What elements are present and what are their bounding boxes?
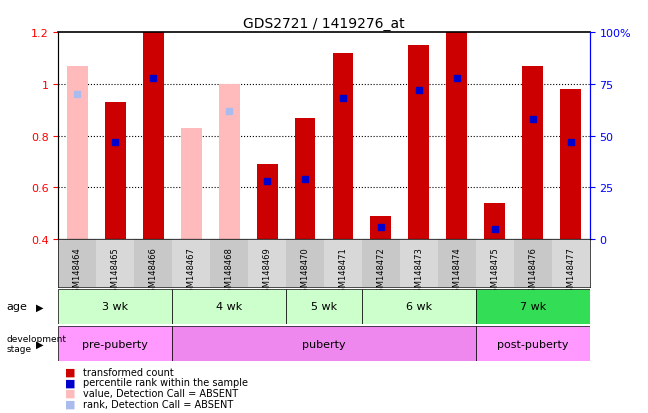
Text: GSM148473: GSM148473: [414, 247, 423, 297]
Bar: [514, 240, 551, 287]
Bar: [522, 66, 543, 240]
Bar: [58, 289, 172, 324]
Bar: [286, 289, 362, 324]
Bar: [58, 240, 97, 287]
Bar: [408, 46, 430, 240]
Text: GSM148474: GSM148474: [452, 247, 461, 297]
Bar: [484, 204, 505, 240]
Bar: [362, 289, 476, 324]
Bar: [438, 240, 476, 287]
Bar: [134, 240, 172, 287]
Bar: [58, 326, 172, 361]
Bar: [172, 240, 210, 287]
Text: 5 wk: 5 wk: [311, 301, 337, 312]
Text: GSM148466: GSM148466: [148, 247, 157, 297]
Text: rank, Detection Call = ABSENT: rank, Detection Call = ABSENT: [83, 399, 233, 409]
Text: 7 wk: 7 wk: [520, 301, 546, 312]
Text: GSM148465: GSM148465: [111, 247, 120, 297]
Bar: [286, 240, 324, 287]
Text: ▶: ▶: [36, 301, 43, 312]
Text: GSM148469: GSM148469: [262, 247, 272, 297]
Text: transformed count: transformed count: [83, 367, 174, 377]
Bar: [295, 118, 316, 240]
Bar: [97, 240, 134, 287]
Text: ■: ■: [65, 399, 75, 409]
Bar: [181, 128, 202, 240]
Text: 3 wk: 3 wk: [102, 301, 128, 312]
Text: post-puberty: post-puberty: [497, 339, 568, 349]
Text: GSM148471: GSM148471: [338, 247, 347, 297]
Text: GSM148470: GSM148470: [301, 247, 310, 297]
Bar: [476, 289, 590, 324]
Text: GSM148467: GSM148467: [187, 247, 196, 297]
Text: GSM148464: GSM148464: [73, 247, 82, 297]
Bar: [218, 85, 240, 240]
Text: GSM148476: GSM148476: [528, 247, 537, 297]
Bar: [248, 240, 286, 287]
Bar: [476, 326, 590, 361]
Bar: [172, 326, 476, 361]
Bar: [561, 90, 581, 240]
Bar: [324, 240, 362, 287]
Text: 6 wk: 6 wk: [406, 301, 432, 312]
Bar: [172, 289, 286, 324]
Bar: [67, 66, 87, 240]
Bar: [332, 54, 353, 240]
Bar: [210, 240, 248, 287]
Bar: [257, 165, 277, 240]
Title: GDS2721 / 1419276_at: GDS2721 / 1419276_at: [243, 17, 405, 31]
Text: GSM148472: GSM148472: [376, 247, 386, 297]
Bar: [551, 240, 590, 287]
Text: age: age: [6, 301, 27, 312]
Text: GSM148477: GSM148477: [566, 247, 575, 297]
Bar: [362, 240, 400, 287]
Text: GSM148468: GSM148468: [225, 247, 234, 297]
Bar: [371, 216, 391, 240]
Text: ■: ■: [65, 388, 75, 398]
Text: 4 wk: 4 wk: [216, 301, 242, 312]
Bar: [143, 33, 164, 240]
Text: GSM148475: GSM148475: [491, 247, 500, 297]
Text: value, Detection Call = ABSENT: value, Detection Call = ABSENT: [83, 388, 238, 398]
Text: ▶: ▶: [36, 339, 43, 349]
Text: development
stage: development stage: [6, 334, 67, 354]
Text: puberty: puberty: [302, 339, 346, 349]
Text: pre-puberty: pre-puberty: [82, 339, 148, 349]
Text: percentile rank within the sample: percentile rank within the sample: [83, 377, 248, 387]
Bar: [105, 103, 126, 240]
Bar: [476, 240, 514, 287]
Bar: [446, 33, 467, 240]
Text: ■: ■: [65, 377, 75, 387]
Bar: [400, 240, 438, 287]
Text: ■: ■: [65, 367, 75, 377]
